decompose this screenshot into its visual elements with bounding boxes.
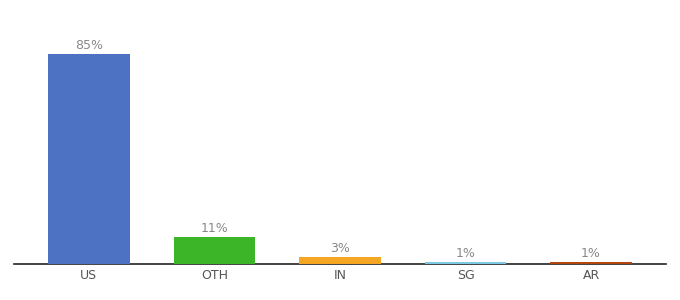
- Text: 1%: 1%: [581, 247, 601, 260]
- Text: 11%: 11%: [201, 222, 228, 235]
- Text: 3%: 3%: [330, 242, 350, 255]
- Text: 85%: 85%: [75, 39, 103, 52]
- Bar: [299, 256, 381, 264]
- Bar: [173, 237, 255, 264]
- Bar: [48, 54, 130, 264]
- Bar: [425, 262, 507, 264]
- Text: 1%: 1%: [456, 247, 475, 260]
- Bar: [550, 262, 632, 264]
